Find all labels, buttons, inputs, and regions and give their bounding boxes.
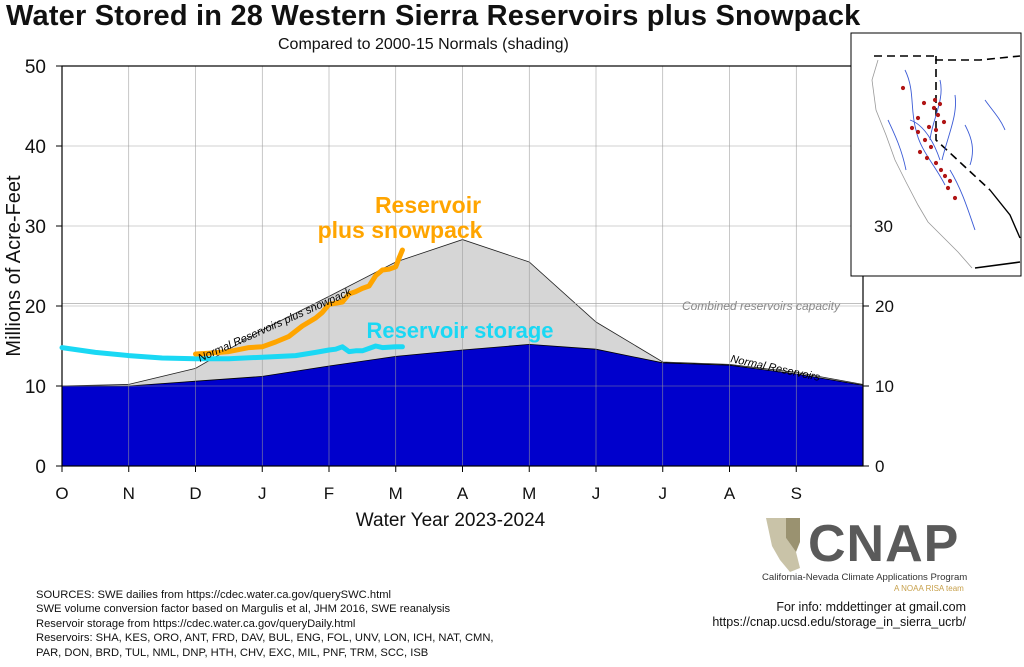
reservoir-dot xyxy=(915,129,921,135)
state-border-south xyxy=(974,261,1021,269)
right-y-tick-label: 20 xyxy=(875,297,894,316)
y-axis-label: Millions of Acre-Feet xyxy=(3,175,25,357)
river-line xyxy=(904,69,946,186)
x-tick-label: J xyxy=(659,484,668,503)
chart-subtitle: Compared to 2000-15 Normals (shading) xyxy=(278,36,569,53)
x-tick-label: J xyxy=(592,484,601,503)
reservoir-dot xyxy=(935,112,941,118)
x-tick-label: A xyxy=(724,484,736,503)
reservoir-dot xyxy=(937,101,943,107)
reservoir-dot xyxy=(938,167,944,173)
coastline xyxy=(871,59,973,269)
y-tick-label: 0 xyxy=(35,457,46,478)
inset-right-axis-label: 30 xyxy=(874,217,893,236)
x-axis-label: Water Year 2023-2024 xyxy=(356,510,546,531)
right-y-tick-label: 10 xyxy=(875,377,894,396)
reservoir-dot xyxy=(952,195,958,201)
y-tick-label: 20 xyxy=(25,297,46,318)
reservoir-dot xyxy=(924,155,930,161)
river-line xyxy=(964,124,973,166)
x-tick-label: A xyxy=(457,484,469,503)
river-line xyxy=(929,79,942,141)
logo-subtitle: California-Nevada Climate Applications P… xyxy=(762,572,968,583)
reservoir-dot xyxy=(933,160,939,166)
logo-name: CNAP xyxy=(808,515,960,573)
capacity-label: Combined reservoirs capacity xyxy=(682,299,841,313)
x-tick-label: M xyxy=(522,484,536,503)
river-line xyxy=(949,169,976,231)
source-line: SWE volume conversion factor based on Ma… xyxy=(36,603,451,616)
right-y-tick-label: 0 xyxy=(875,457,884,476)
x-tick-label: S xyxy=(791,484,802,503)
source-line: PAR, DON, BRD, TUL, NML, DNP, HTH, CHV, … xyxy=(36,646,429,659)
state-border-southeast xyxy=(989,189,1021,239)
reservoir-plus-snowpack-line xyxy=(193,247,405,357)
annotation-plus-snowpack: plus snowpack xyxy=(318,217,483,243)
reservoir-dot xyxy=(900,85,906,91)
annotation-reservoir-storage: Reservoir storage xyxy=(366,318,553,343)
x-tick-label: N xyxy=(123,484,135,503)
state-border-east xyxy=(935,56,991,191)
info-url[interactable]: https://cnap.ucsd.edu/storage_in_sierra_… xyxy=(712,615,966,629)
reservoir-dot xyxy=(931,105,937,111)
reservoir-dot xyxy=(932,97,938,103)
reservoir-dot xyxy=(933,127,939,133)
sources-block: SOURCES: SWE dailies from https://cdec.w… xyxy=(36,588,494,660)
reservoir-dot xyxy=(942,173,948,179)
reservoir-dot xyxy=(941,119,947,125)
reservoir-storage-line xyxy=(59,343,405,362)
y-tick-label: 40 xyxy=(25,137,46,158)
reservoir-dot xyxy=(922,137,928,143)
contact-text: For info: mddettinger at gmail.com xyxy=(776,600,966,614)
reservoir-dot xyxy=(947,178,953,184)
reservoir-dot xyxy=(926,124,932,130)
y-tick-label: 10 xyxy=(25,377,46,398)
reservoir-dot xyxy=(945,185,951,191)
river-line xyxy=(909,119,941,161)
source-line: Reservoirs: SHA, KES, ORO, ANT, FRD, DAV… xyxy=(36,632,494,645)
x-tick-label: D xyxy=(189,484,201,503)
x-tick-label: O xyxy=(55,484,68,503)
x-tick-label: M xyxy=(389,484,403,503)
reservoir-dot xyxy=(921,100,927,106)
y-tick-label: 50 xyxy=(25,57,46,78)
river-line xyxy=(984,99,1006,131)
source-line: Reservoir storage from https://cdec.wate… xyxy=(36,617,356,630)
reservoir-dot xyxy=(909,125,915,131)
info-block: For info: mddettinger at gmail.com https… xyxy=(712,600,966,630)
logo-tagline: A NOAA RISA team xyxy=(894,584,964,593)
source-line: SOURCES: SWE dailies from https://cdec.w… xyxy=(36,589,392,601)
reservoir-dot xyxy=(915,115,921,121)
river-line xyxy=(887,119,907,171)
x-tick-label: F xyxy=(324,484,334,503)
reservoir-dot xyxy=(928,144,934,150)
x-tick-label: J xyxy=(258,484,267,503)
river-line xyxy=(941,94,956,161)
y-tick-label: 30 xyxy=(25,217,46,238)
annotation-reservoir: Reservoir xyxy=(375,192,481,218)
reservoir-dot xyxy=(917,149,923,155)
cnap-logo-icon xyxy=(766,518,800,572)
page-title: Water Stored in 28 Western Sierra Reserv… xyxy=(6,0,861,32)
